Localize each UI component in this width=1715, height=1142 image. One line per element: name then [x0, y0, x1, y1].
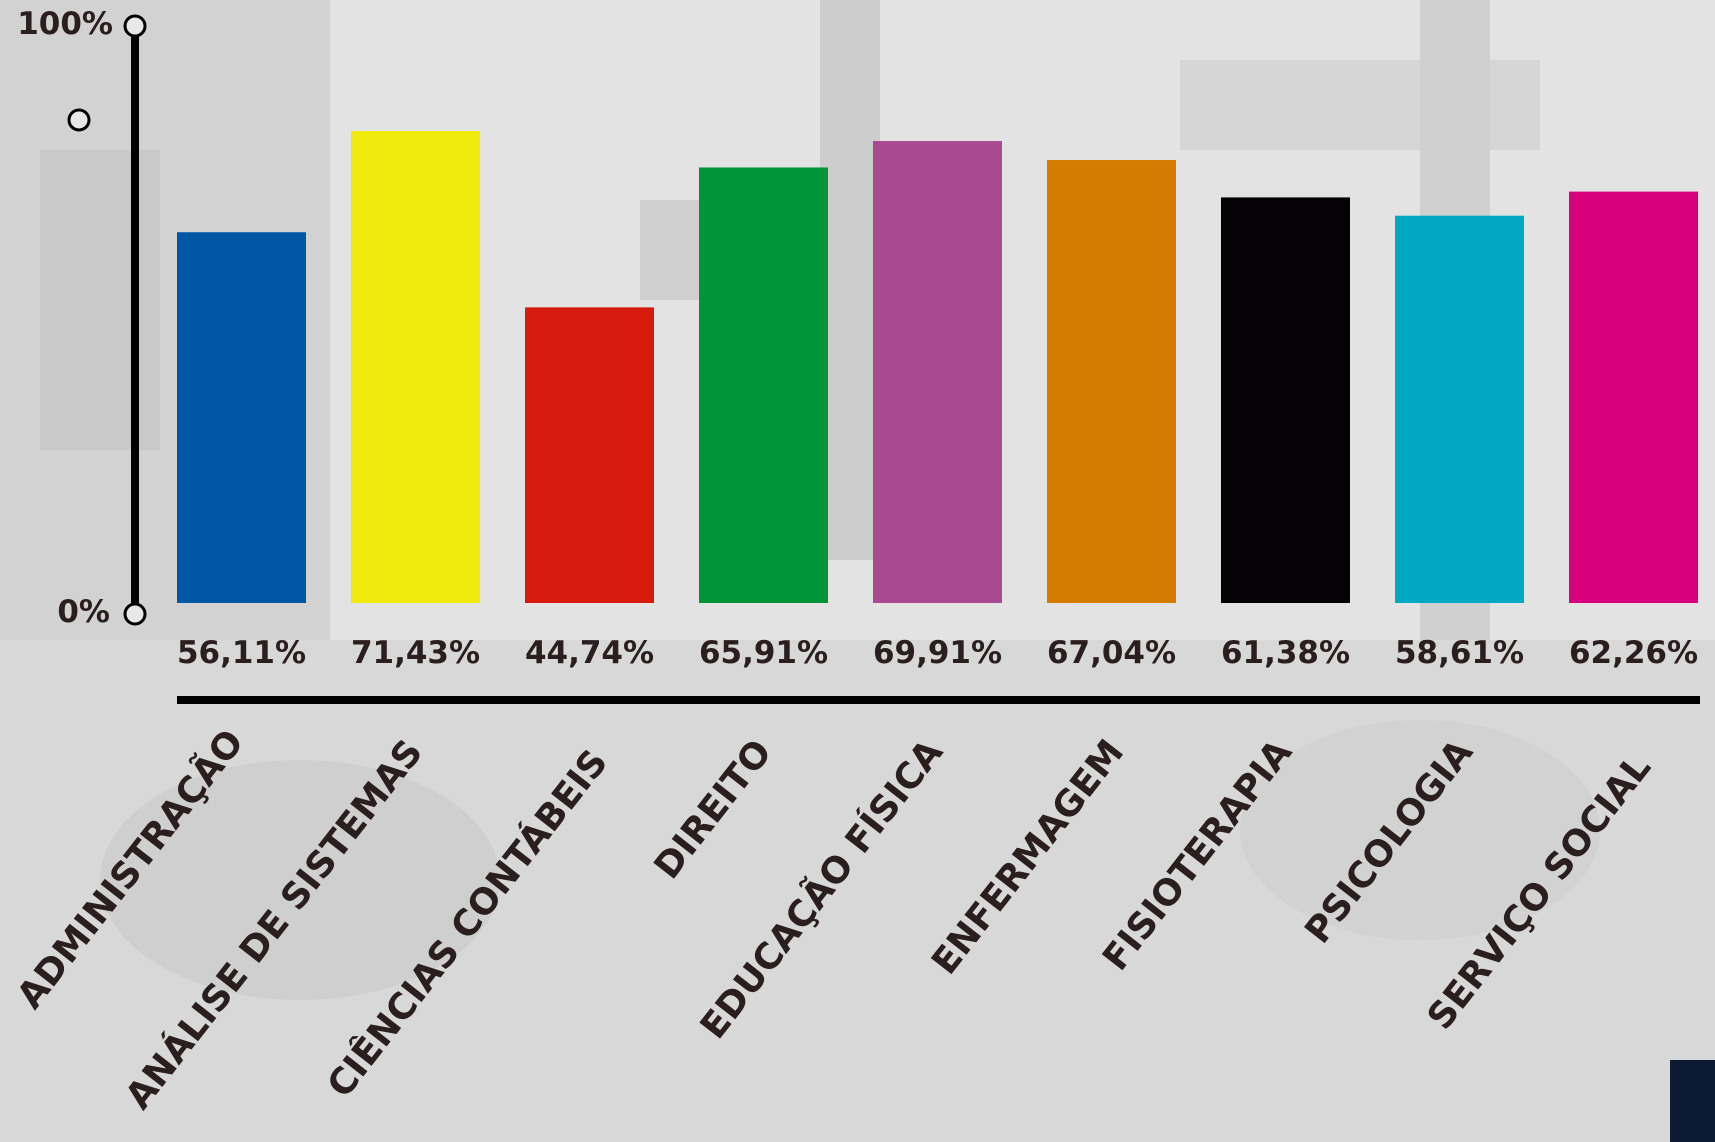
value-labels-group: 56,11% 71,43% 44,74% 65,91% 69,91% 67,04% 61,3…	[177, 635, 1698, 671]
bar	[351, 131, 480, 603]
y-axis-top-marker	[123, 14, 147, 38]
bar	[525, 307, 654, 603]
value-label: 44,74%	[525, 635, 654, 671]
value-label: 56,11%	[177, 635, 306, 671]
logo-corner	[1670, 1060, 1715, 1142]
value-label: 71,43%	[351, 635, 480, 671]
bar	[1221, 197, 1350, 604]
bar	[873, 141, 1002, 604]
value-label: 67,04%	[1047, 635, 1176, 671]
category-label: PSICOLOGIA	[1297, 732, 1481, 951]
bars-group	[177, 131, 1698, 604]
category-label: SERVIÇO SOCIAL	[1420, 747, 1659, 1037]
value-label: 61,38%	[1221, 635, 1350, 671]
y-axis-mid-marker	[67, 108, 91, 132]
bar	[1395, 215, 1524, 603]
category-label: FISIOTERAPIA	[1095, 732, 1300, 978]
bar	[177, 232, 306, 603]
value-label: 65,91%	[699, 635, 828, 671]
value-label: 62,26%	[1569, 635, 1698, 671]
y-axis-bottom-marker	[123, 602, 147, 626]
y-tick-label-bottom: 0%	[57, 594, 110, 630]
y-tick-label-top: 100%	[17, 6, 113, 42]
value-label: 58,61%	[1395, 635, 1524, 671]
bar	[1047, 160, 1176, 603]
bar	[699, 167, 828, 603]
bar	[1569, 191, 1698, 603]
category-label: DIREITO	[647, 732, 780, 887]
value-label: 69,91%	[873, 635, 1002, 671]
